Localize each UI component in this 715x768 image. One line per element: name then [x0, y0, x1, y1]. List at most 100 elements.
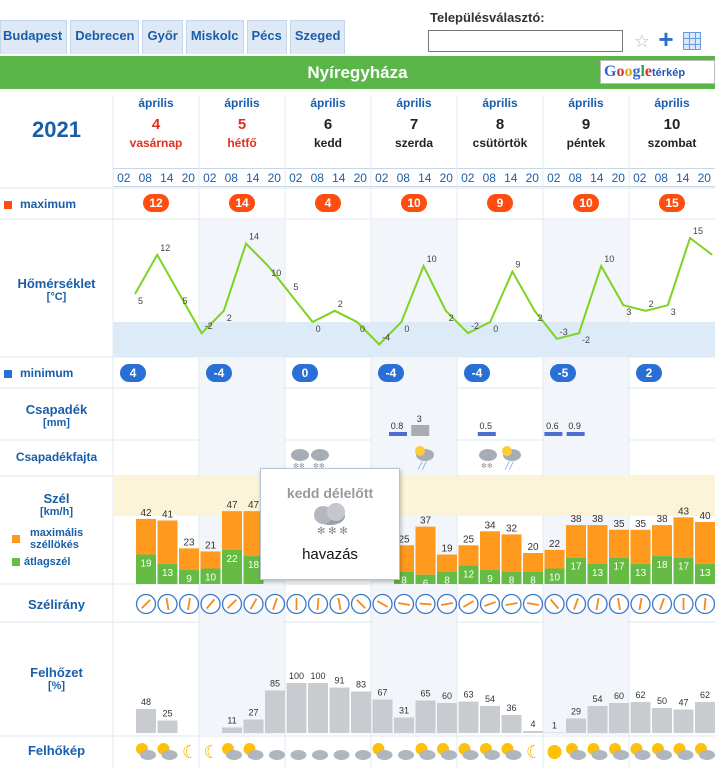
wind-gust-value: 35: [613, 519, 625, 530]
wind-gust-value: 38: [592, 514, 604, 525]
day-weekday: kedd: [313, 136, 342, 150]
wind-gust-bar: [136, 518, 156, 555]
cloud-icon: [290, 750, 307, 760]
max-value: 4: [325, 196, 332, 210]
day-month: április: [396, 96, 432, 110]
tab-szeged[interactable]: Szeged: [289, 20, 346, 54]
moon-icon: ☾: [182, 742, 198, 762]
day-day: 10: [663, 116, 681, 133]
max-value: 10: [407, 196, 421, 210]
temperature-point-label: -3: [560, 327, 568, 337]
wind-avg-bar: [136, 554, 156, 584]
wind-avg-legend: átlagszél: [0, 556, 113, 568]
wind-gust-bar: [587, 525, 608, 564]
min-value: 2: [646, 366, 653, 380]
precip-drops: ╱╱: [417, 461, 427, 470]
temperature-point-label: 0: [316, 324, 321, 334]
star-icon[interactable]: ☆: [633, 31, 651, 51]
year-label: 2021: [32, 117, 81, 142]
precip-drops: ✻✻: [313, 462, 325, 470]
wind-gust-bar: [437, 554, 457, 572]
wind-gust-bar: [523, 553, 543, 572]
wind-gust-bar: [652, 525, 672, 557]
plus-icon[interactable]: +: [658, 24, 674, 54]
wind-avg-bar: [179, 570, 199, 584]
temperature-point-label: 12: [160, 243, 170, 253]
wind-gust-value: 21: [205, 540, 217, 551]
google-map-link[interactable]: Googletérkép: [600, 60, 715, 84]
wind-avg-bar: [501, 571, 522, 584]
wind-arrow: [205, 598, 216, 610]
temperature-point-label: 2: [338, 299, 343, 309]
sun-icon: [547, 745, 562, 759]
precip-bar: [389, 432, 407, 436]
cloud-bar: [308, 683, 328, 733]
temperature-point-label: -2: [582, 335, 590, 345]
day-weekday: szombat: [647, 136, 697, 150]
wind-arrow: [638, 597, 643, 611]
max-value: 15: [665, 196, 679, 210]
cloud-bar: [372, 699, 393, 733]
tab-debrecen[interactable]: Debrecen: [70, 20, 140, 54]
precip-label: Csapadék [mm]: [0, 402, 113, 429]
cloud-icon: [505, 750, 522, 760]
tab-pecs[interactable]: Pécs: [246, 20, 287, 54]
max-pill: [401, 194, 427, 212]
hour-label: 08: [396, 171, 410, 185]
temperature-point-label: 0: [360, 324, 365, 334]
day-month: április: [568, 96, 604, 110]
cloud-value: 62: [700, 690, 710, 700]
wind-arrow: [397, 602, 411, 606]
min-pill: [636, 364, 662, 382]
hour-label: 14: [590, 171, 604, 185]
day-month: április: [138, 96, 174, 110]
grid-icon[interactable]: [683, 32, 701, 50]
wind-gust-bar: [157, 520, 178, 564]
wind-avg-value: 13: [635, 568, 647, 579]
min-value: 4: [130, 366, 137, 380]
cloud-icon: [419, 750, 436, 760]
city-selector-input[interactable]: [428, 30, 623, 52]
cloud-value: 83: [356, 680, 366, 690]
wind-gust-value: 38: [656, 514, 668, 525]
min-value: -5: [558, 366, 569, 380]
moon-icon: ☾: [526, 742, 542, 762]
day-header: április 8 csütörtök: [457, 96, 543, 150]
wind-gust-bar: [673, 517, 694, 558]
hour-label: 20: [439, 171, 453, 185]
cloud-icon: [140, 750, 156, 760]
wind-arrow: [595, 597, 600, 611]
day-day: 4: [151, 116, 161, 133]
cloud-bar: [415, 700, 436, 733]
day-day: 8: [495, 116, 505, 133]
wind-band: [113, 476, 715, 516]
wind-avg-bar: [157, 563, 178, 584]
cloud-value: 91: [334, 676, 344, 686]
hour-row: 02 08 14 20 02 08 14 20 02 08 14 20 02 08 14 20 02 08 14 20…: [113, 168, 715, 187]
tab-gyor[interactable]: Győr: [142, 20, 183, 54]
wind-avg-bar: [523, 571, 543, 584]
temperature-point-label: 3: [671, 307, 676, 317]
temperature-line: [134, 236, 713, 346]
cloud-value: 100: [310, 671, 325, 681]
temperature-point-label: 5: [293, 282, 298, 292]
cloud-bar: [265, 690, 285, 733]
wind-gust-bar: [501, 534, 522, 572]
tab-miskolc[interactable]: Miskolc: [185, 20, 244, 54]
tab-budapest[interactable]: Budapest: [0, 20, 68, 54]
cloud-icon: [269, 750, 285, 760]
max-pill: [573, 194, 599, 212]
snow-cloud-icon: ✻ ✻ ✻: [261, 501, 399, 542]
gust-legend-text: maximális széllökés: [30, 527, 84, 551]
cloud-value: 54: [485, 694, 495, 704]
day-header: április 6 kedd: [285, 96, 371, 150]
cloud-value: 63: [463, 690, 473, 700]
hour-label: 14: [418, 171, 432, 185]
hour-label: 20: [697, 171, 711, 185]
cloud-icon: [441, 750, 457, 760]
day-weekday: hétfő: [227, 136, 257, 150]
cloud-value: 25: [162, 709, 172, 719]
hour-label: 02: [547, 171, 561, 185]
hour-label: 20: [353, 171, 367, 185]
